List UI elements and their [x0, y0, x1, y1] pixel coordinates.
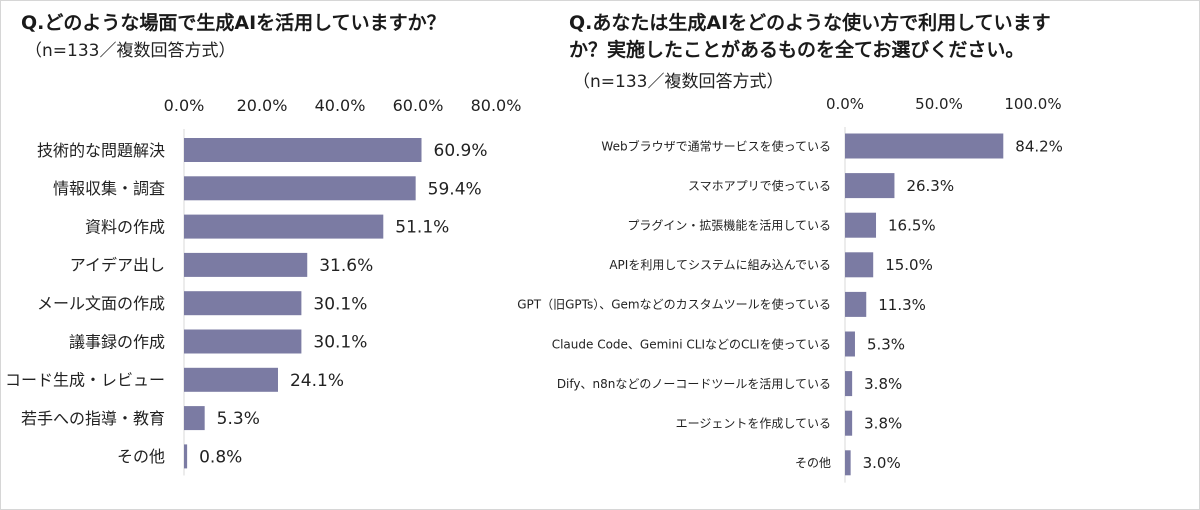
category-label: コード生成・レビュー: [5, 371, 165, 390]
category-label: GPT（旧GPTs）、Gemなどのカスタムツールを使っている: [517, 297, 831, 312]
category-label: APIを利用してシステムに組み込んでいる: [609, 258, 831, 272]
data-bar: [184, 406, 205, 431]
data-bar: [184, 291, 302, 316]
x-tick-label: 0.0%: [164, 96, 205, 115]
data-bar: [184, 444, 188, 469]
data-bar: [845, 450, 851, 476]
data-bar: [845, 331, 855, 357]
left-chart-panel: Q.どのような場面で生成AIを活用していますか？ （n=133／複数回答方式） …: [1, 1, 561, 509]
data-bar: [845, 371, 853, 397]
data-label: 30.1%: [313, 294, 367, 314]
data-label: 5.3%: [867, 335, 905, 353]
data-label: 5.3%: [217, 409, 260, 429]
data-bar: [184, 214, 384, 239]
category-label: 議事録の作成: [69, 332, 165, 351]
data-bar: [845, 173, 895, 199]
data-label: 3.0%: [863, 454, 901, 472]
category-label: メール文面の作成: [37, 294, 165, 313]
data-label: 11.3%: [878, 296, 926, 314]
left-chart-title: Q.どのような場面で生成AIを活用していますか？: [21, 12, 446, 34]
data-bar: [845, 410, 853, 436]
category-label: プラグイン・拡張機能を活用している: [627, 218, 831, 233]
data-label: 16.5%: [888, 217, 936, 235]
x-tick-label: 40.0%: [315, 96, 366, 115]
category-label: エージェントを作成している: [676, 417, 831, 431]
x-tick-label: 80.0%: [471, 96, 522, 115]
data-label: 15.0%: [885, 256, 933, 274]
data-label: 31.6%: [319, 256, 373, 276]
category-label: その他: [117, 447, 165, 466]
data-label: 51.1%: [395, 218, 449, 238]
category-label: その他: [795, 456, 831, 470]
data-bar: [184, 176, 416, 201]
category-label: Claude Code、Gemini CLIなどのCLIを使っている: [552, 336, 831, 351]
data-bar: [845, 291, 867, 317]
data-label: 84.2%: [1015, 137, 1063, 155]
data-bar: [845, 212, 877, 238]
data-bar: [184, 138, 422, 162]
category-label: 若手への指導・教育: [21, 409, 165, 428]
data-label: 3.8%: [864, 415, 902, 433]
category-label: Dify、n8nなどのノーコードツールを活用している: [557, 377, 831, 391]
data-bar: [845, 133, 1004, 159]
category-label: Webブラウザで通常サービスを使っている: [601, 138, 831, 153]
right-chart-subtitle: （n=133／複数回答方式）: [573, 72, 784, 92]
data-label: 60.9%: [434, 141, 488, 161]
category-label: スマホアプリで使っている: [688, 178, 831, 193]
data-bar: [184, 367, 278, 392]
data-bar: [184, 329, 302, 354]
right-chart-panel: Q.あなたは生成AIをどのような使い方で利用しています か？実施したことがあるも…: [517, 1, 1199, 509]
data-label: 0.8%: [199, 448, 242, 468]
right-bar-chart: 0.0% 50.0% 100.0% Webブラウザで通常サービスを使っている 84.2%…: [517, 95, 1063, 483]
data-label: 24.1%: [290, 371, 344, 391]
left-chart-subtitle: （n=133／複数回答方式）: [25, 41, 236, 61]
data-label: 30.1%: [313, 333, 367, 353]
category-label: アイデア出し: [70, 256, 165, 275]
data-label: 59.4%: [428, 179, 482, 199]
data-bar: [184, 252, 308, 277]
left-bar-chart: 0.0% 20.0% 40.0% 60.0% 80.0% 技術的な問題解決 60.9% 情報収…: [5, 96, 522, 476]
category-label: 情報収集・調査: [53, 179, 165, 198]
data-bar: [845, 252, 874, 278]
category-label: 資料の作成: [85, 217, 165, 236]
data-label: 3.8%: [864, 375, 902, 393]
x-tick-label: 0.0%: [826, 95, 864, 113]
right-chart-title: Q.あなたは生成AIをどのような使い方で利用しています か？実施したことがあるも…: [569, 12, 1051, 61]
x-tick-label: 100.0%: [1004, 95, 1061, 113]
category-label: 技術的な問題解決: [37, 141, 165, 160]
x-tick-label: 20.0%: [237, 96, 288, 115]
x-tick-label: 60.0%: [393, 96, 444, 115]
x-tick-label: 50.0%: [915, 95, 963, 113]
data-label: 26.3%: [906, 177, 954, 195]
